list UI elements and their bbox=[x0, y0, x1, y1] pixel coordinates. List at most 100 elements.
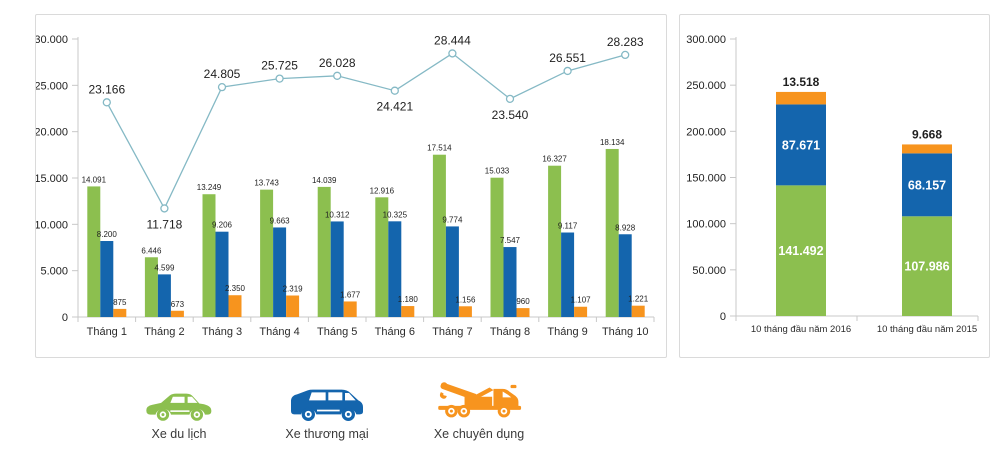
line-marker bbox=[563, 66, 572, 76]
car-icon bbox=[146, 393, 212, 421]
bar-value-label: 14.039 bbox=[312, 176, 337, 185]
bar-value-label: 13.743 bbox=[254, 179, 279, 188]
bar-segment bbox=[605, 148, 619, 317]
bar-segment bbox=[317, 186, 331, 317]
bar-segment bbox=[618, 234, 632, 317]
bar-segment bbox=[260, 189, 274, 317]
category-label: Tháng 10 bbox=[602, 326, 648, 338]
bar-value-label: 18.134 bbox=[600, 138, 625, 147]
bar-segment bbox=[202, 194, 216, 317]
bar-segment bbox=[286, 295, 300, 317]
line-value-label: 28.444 bbox=[434, 33, 471, 47]
line-marker bbox=[217, 82, 227, 92]
y-axis-tick-label: 5.000 bbox=[40, 266, 68, 278]
stacked-bar-segment bbox=[776, 104, 826, 186]
bar-segment bbox=[100, 241, 114, 317]
bar-value-label: 15.033 bbox=[485, 167, 510, 176]
bar-segment bbox=[432, 154, 446, 317]
bar-segment bbox=[458, 306, 472, 317]
line-value-label: 23.166 bbox=[88, 82, 125, 96]
stacked-bar-segment bbox=[902, 144, 952, 154]
bar-segment bbox=[631, 305, 645, 317]
category-label: Tháng 9 bbox=[547, 326, 587, 338]
line-marker bbox=[275, 74, 284, 83]
category-label: Tháng 4 bbox=[259, 326, 299, 338]
legend-item-xe-chuyen-dung: Xe chuyên dụng bbox=[415, 372, 543, 441]
bar-segment bbox=[548, 165, 562, 317]
bar-value-label: 960 bbox=[516, 297, 530, 306]
bar-segment bbox=[445, 226, 459, 317]
bar-segment bbox=[144, 257, 158, 317]
bar-segment bbox=[330, 221, 344, 317]
bar-value-label: 8.928 bbox=[615, 223, 636, 232]
line-value-label: 11.718 bbox=[146, 217, 182, 231]
bar-segment bbox=[490, 177, 504, 317]
line-marker bbox=[333, 71, 342, 80]
ytd-comparison-chart: 0 50.000 100.000 150.000 200.000 250.000 300.0… bbox=[686, 34, 979, 335]
bar-value-label: 12.916 bbox=[370, 186, 395, 195]
bar-value-label: 16.327 bbox=[542, 155, 567, 164]
category-label: 10 tháng đầu năm 2015 bbox=[877, 324, 977, 335]
category-label: Tháng 8 bbox=[490, 326, 530, 338]
y-axis-tick-label: 200.000 bbox=[686, 126, 726, 138]
stacked-bar-segment bbox=[902, 153, 952, 217]
stacked-bar-segment bbox=[902, 216, 952, 316]
y-axis-tick-label: 250.000 bbox=[686, 80, 726, 92]
monthly-sales-panel: 0 5.000 10.000 15.000 20.000 25.000 30.000 Thán… bbox=[35, 14, 667, 358]
bar-value-label: 9.117 bbox=[558, 222, 578, 231]
y-axis-tick-label: 300.000 bbox=[686, 34, 726, 46]
line-marker bbox=[102, 98, 111, 107]
bar-value-label: 2.350 bbox=[225, 284, 246, 293]
legend-item-xe-du-lich: Xe du lịch bbox=[131, 372, 227, 441]
line-marker bbox=[390, 86, 399, 95]
tow-truck-icon bbox=[438, 382, 522, 418]
category-label: Tháng 3 bbox=[202, 326, 242, 338]
line-value-label: 23.540 bbox=[492, 108, 529, 122]
bar-segment bbox=[87, 186, 101, 317]
bar-segment bbox=[215, 231, 229, 317]
category-label: Tháng 1 bbox=[87, 326, 127, 338]
van-icon bbox=[291, 389, 363, 421]
monthly-sales-chart: 0 5.000 10.000 15.000 20.000 25.000 30.000 Thán… bbox=[36, 33, 655, 338]
bar-segment bbox=[113, 308, 127, 317]
bar-value-label: 17.514 bbox=[427, 144, 452, 153]
bar-value-label: 875 bbox=[113, 298, 127, 307]
bar-segment bbox=[561, 232, 575, 317]
segment-value-label: 107.986 bbox=[904, 260, 949, 274]
line-value-label: 28.283 bbox=[607, 35, 644, 49]
bar-value-label: 9.663 bbox=[270, 216, 291, 225]
y-axis-tick-label: 150.000 bbox=[686, 173, 726, 185]
bar-segment bbox=[343, 301, 357, 317]
bar-segment bbox=[388, 221, 402, 317]
y-axis-tick-label: 100.000 bbox=[686, 219, 726, 231]
line-marker bbox=[621, 50, 630, 60]
y-axis-tick-label: 15.000 bbox=[36, 173, 68, 185]
y-axis-tick-label: 20.000 bbox=[36, 127, 68, 139]
bar-value-label: 1.180 bbox=[398, 295, 419, 304]
category-label: Tháng 7 bbox=[432, 326, 472, 338]
line-marker bbox=[448, 49, 457, 58]
bar-value-label: 1.221 bbox=[628, 295, 649, 304]
chart-legend: Xe du lịch Xe thương mại bbox=[0, 372, 660, 452]
segment-value-label: 68.157 bbox=[908, 178, 946, 192]
stack-top-label: 9.668 bbox=[912, 127, 942, 141]
bar-segment bbox=[574, 306, 588, 317]
bar-segment bbox=[228, 295, 242, 317]
stacked-bar-segment bbox=[776, 91, 826, 105]
line-value-label: 24.421 bbox=[376, 100, 413, 114]
bar-value-label: 10.312 bbox=[325, 210, 350, 219]
line-marker bbox=[160, 204, 169, 213]
bar-segment bbox=[503, 247, 517, 317]
bar-value-label: 6.446 bbox=[141, 246, 162, 255]
segment-value-label: 87.671 bbox=[782, 138, 820, 152]
total-line bbox=[106, 52, 626, 210]
y-axis-tick-label: 30.000 bbox=[36, 34, 68, 46]
bar-value-label: 2.319 bbox=[283, 285, 304, 294]
bar-value-label: 14.091 bbox=[82, 175, 107, 184]
bar-value-label: 8.200 bbox=[97, 230, 118, 239]
y-axis-tick-label: 0 bbox=[720, 311, 726, 323]
bar-value-label: 13.249 bbox=[197, 183, 222, 192]
bar-value-label: 9.206 bbox=[212, 221, 233, 230]
legend-label-xe-chuyen-dung: Xe chuyên dụng bbox=[433, 427, 525, 441]
line-value-label: 26.028 bbox=[319, 56, 356, 70]
